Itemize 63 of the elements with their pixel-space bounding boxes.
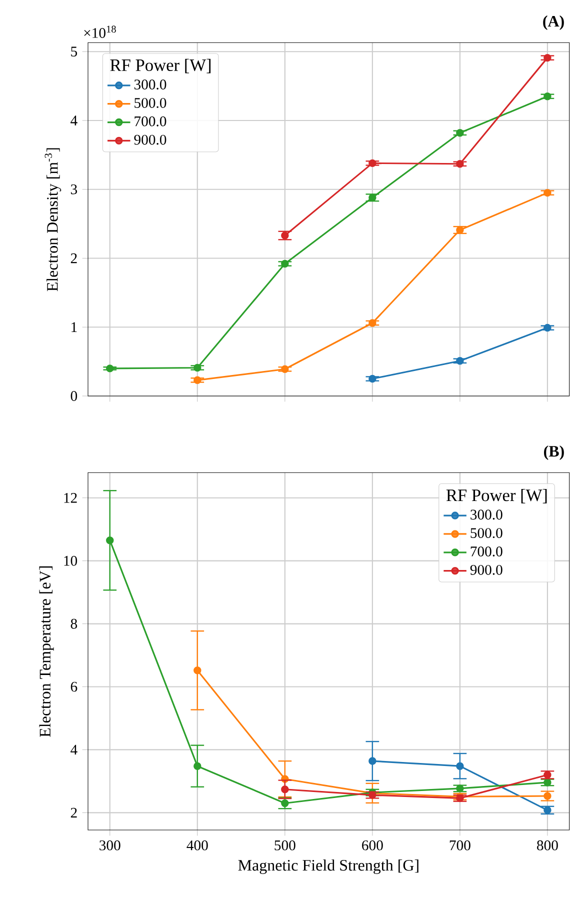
point — [456, 762, 464, 770]
x-tick-label: 600 — [362, 840, 383, 850]
x-tick-label: 500 — [274, 840, 296, 850]
chart-title: (B) — [544, 445, 564, 460]
point — [544, 778, 552, 786]
point — [456, 160, 464, 168]
point — [544, 54, 552, 62]
point — [281, 786, 289, 794]
point — [544, 806, 552, 814]
point — [106, 536, 114, 544]
point — [456, 357, 464, 365]
y-axis-title: Electron Temperature [eV] — [39, 566, 54, 737]
legend-title: RF Power [W] — [110, 58, 211, 74]
point — [368, 757, 376, 765]
text: ×10$^{18}$ — [84, 26, 116, 38]
legend-label: 900.0 — [134, 134, 166, 145]
point — [456, 226, 464, 234]
chart-title: (A) — [543, 15, 564, 30]
point — [368, 159, 376, 168]
y-axis-title: Electron Density [m$^{-3}$] — [44, 148, 62, 292]
legend-title: RF Power [W] — [446, 488, 547, 504]
x-tick-label: 800 — [537, 840, 558, 850]
point — [281, 365, 289, 373]
point — [456, 129, 464, 137]
y-tick-label: 3 — [71, 184, 78, 194]
point — [281, 799, 289, 808]
legend-label: 500.0 — [134, 98, 166, 108]
point — [456, 784, 464, 792]
legend-label: 700.0 — [134, 116, 166, 126]
y-tick-label: 8 — [70, 618, 78, 629]
y-tick-label: 2 — [70, 253, 77, 264]
point — [368, 319, 376, 327]
point — [106, 364, 114, 372]
y-tick-label: 4 — [70, 116, 78, 126]
y-tick-label: 10 — [64, 556, 78, 566]
point — [544, 92, 552, 100]
point — [194, 666, 202, 674]
point — [281, 232, 289, 240]
point — [368, 194, 376, 202]
point — [194, 376, 202, 384]
point — [194, 364, 202, 372]
point — [544, 771, 552, 779]
y-tick-label: 4 — [70, 744, 78, 755]
legend-label: 300.0 — [470, 510, 502, 520]
point — [194, 762, 202, 770]
y-tick-label: 12 — [64, 493, 77, 503]
point — [544, 324, 552, 332]
x-axis-title: Magnetic Field Strength [G] — [238, 859, 418, 874]
legend-label: 900.0 — [470, 564, 502, 575]
x-tick-label: 700 — [450, 840, 470, 850]
x-tick-label: 300 — [100, 840, 120, 850]
point — [368, 374, 376, 383]
legend-label: 700.0 — [470, 546, 502, 556]
y-tick-label: 5 — [71, 46, 78, 56]
legend-label: 500.0 — [470, 528, 502, 538]
point — [544, 188, 552, 197]
legend-label: 300.0 — [134, 80, 166, 90]
point — [281, 260, 289, 268]
y-tick-label: 2 — [70, 808, 77, 818]
y-tick-label: 0 — [70, 391, 78, 401]
y-tick-label: 6 — [70, 682, 78, 692]
y-tick-label: 1 — [72, 322, 77, 332]
x-tick-label: 400 — [186, 840, 208, 850]
